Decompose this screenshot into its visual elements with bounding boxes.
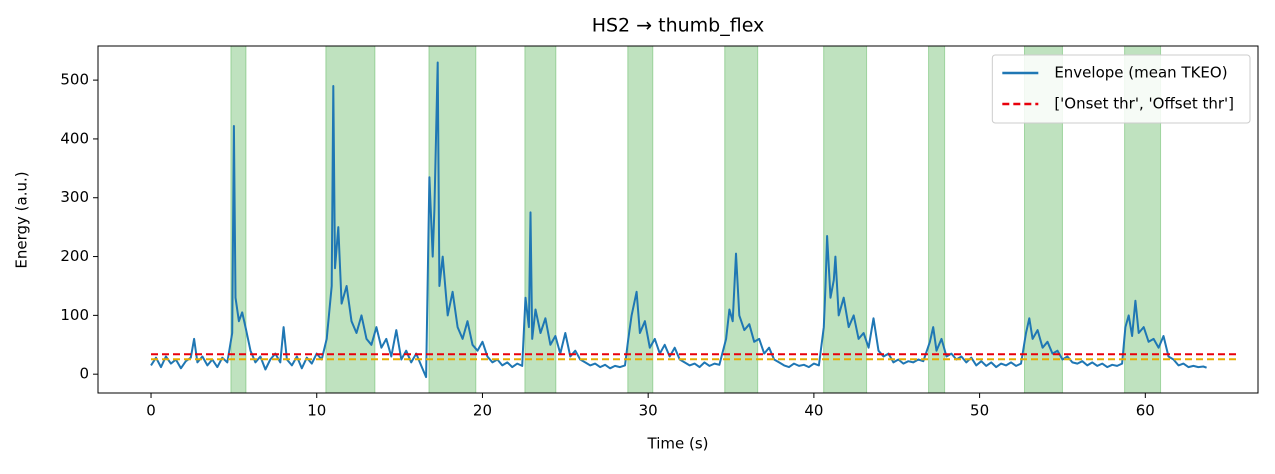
- x-tick-label: 20: [473, 402, 492, 420]
- chart-title: HS2 → thumb_flex: [592, 15, 765, 37]
- y-tick-label: 0: [79, 365, 89, 383]
- x-tick-label: 10: [307, 402, 326, 420]
- legend-label: ['Onset thr', 'Offset thr']: [1054, 95, 1234, 113]
- plot-frame: [97, 45, 1259, 394]
- legend-box: [991, 54, 1251, 124]
- x-axis-label: Time (s): [647, 435, 709, 453]
- y-tick-label: 200: [60, 247, 89, 265]
- x-tick-label: 60: [1136, 402, 1155, 420]
- y-axis-label: Energy (a.u.): [13, 171, 31, 268]
- data-line: [150, 61, 1207, 379]
- shaded-span: [823, 45, 868, 394]
- shaded-span: [724, 45, 759, 394]
- y-tick-label: 400: [60, 129, 89, 147]
- y-tick-label: 100: [60, 306, 89, 324]
- legend-label: Envelope (mean TKEO): [1054, 64, 1227, 82]
- y-tick-label: 500: [60, 71, 89, 89]
- x-tick-label: 50: [970, 402, 989, 420]
- x-tick-label: 0: [146, 402, 156, 420]
- legend: Envelope (mean TKEO) ['Onset thr', 'Offse…: [991, 54, 1251, 124]
- x-tick-label: 30: [639, 402, 658, 420]
- y-tick-label: 300: [60, 188, 89, 206]
- x-tick-label: 40: [804, 402, 823, 420]
